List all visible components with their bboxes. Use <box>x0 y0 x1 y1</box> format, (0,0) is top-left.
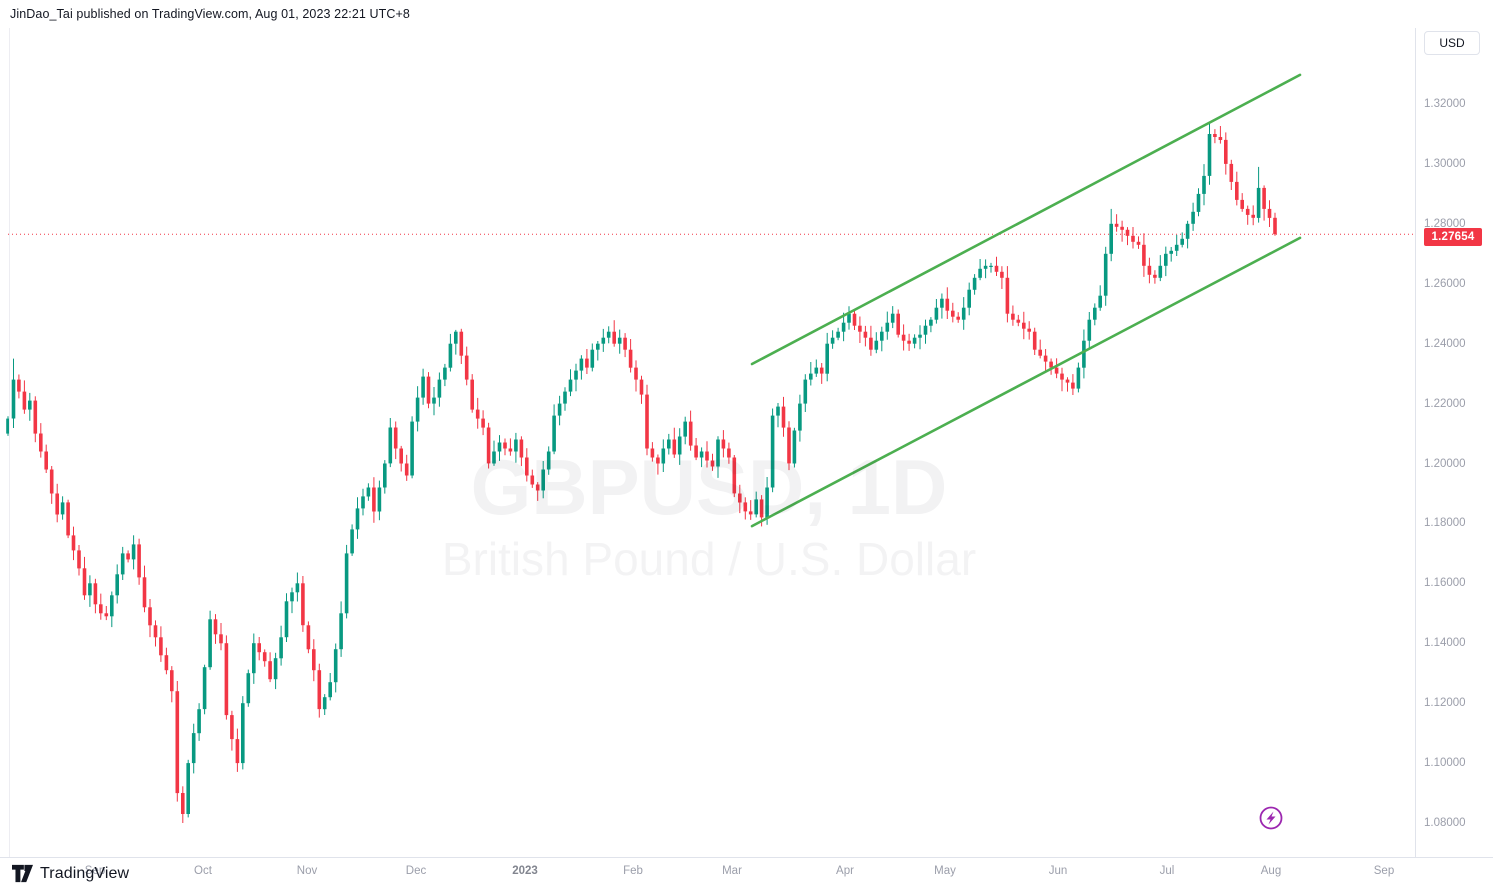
currency-button[interactable]: USD <box>1424 31 1480 55</box>
time-tick-label: Mar <box>722 865 742 877</box>
tradingview-logo[interactable]: TradingView <box>12 864 129 883</box>
time-tick-label: Oct <box>194 865 212 877</box>
price-tick-label: 1.30000 <box>1424 157 1466 170</box>
time-tick-label: Jul <box>1159 865 1175 877</box>
time-tick-label: Feb <box>623 865 643 877</box>
time-axis[interactable]: Sep Oct Nov Dec 2023 Feb Mar Apr May Jun Jul Aug Sep <box>0 858 1415 886</box>
price-tick-label: 1.08000 <box>1424 817 1466 829</box>
price-tick-label: 1.22000 <box>1424 397 1466 410</box>
price-tick-label: 1.32000 <box>1424 98 1466 110</box>
channel-line-upper <box>750 73 1302 366</box>
tradingview-logo-icon <box>12 864 33 883</box>
price-tick-label: 1.10000 <box>1424 757 1466 770</box>
time-tick-label: Aug <box>1260 865 1282 877</box>
price-tick-label: 1.20000 <box>1424 457 1466 470</box>
last-price-badge: 1.27654 <box>1424 228 1482 246</box>
tradingview-logo-text: TradingView <box>40 864 130 882</box>
attribution-text: JinDao_Tai published on TradingView.com,… <box>10 7 410 21</box>
time-tick-label: Apr <box>836 865 854 877</box>
price-axis[interactable]: 1.32000 1.30000 1.28000 1.26000 1.24000 1.220… <box>1416 28 1493 857</box>
time-tick-label: Jun <box>1048 865 1068 877</box>
price-tick-label: 1.28000 <box>1424 217 1466 230</box>
time-tick-label: Sep <box>84 865 106 877</box>
time-tick-label: Sep <box>1373 865 1395 877</box>
price-tick-label: 1.24000 <box>1424 337 1466 350</box>
price-tick-label: 1.18000 <box>1424 517 1466 530</box>
time-tick-label: Dec <box>405 865 427 877</box>
time-tick-label: 2023 <box>512 865 538 877</box>
price-tick-label: 1.16000 <box>1424 577 1466 590</box>
price-axis-border <box>1415 28 1416 857</box>
time-tick-label: May <box>934 865 956 877</box>
pane-left-border <box>9 28 10 857</box>
event-lightning-icon <box>1259 806 1283 830</box>
price-tick-label: 1.14000 <box>1424 637 1466 650</box>
time-axis-border <box>0 857 1493 858</box>
price-tick-label: 1.12000 <box>1424 697 1466 710</box>
price-tick-label: 1.26000 <box>1424 277 1466 290</box>
time-tick-label: Nov <box>296 865 318 877</box>
channel-line-lower <box>750 236 1302 528</box>
